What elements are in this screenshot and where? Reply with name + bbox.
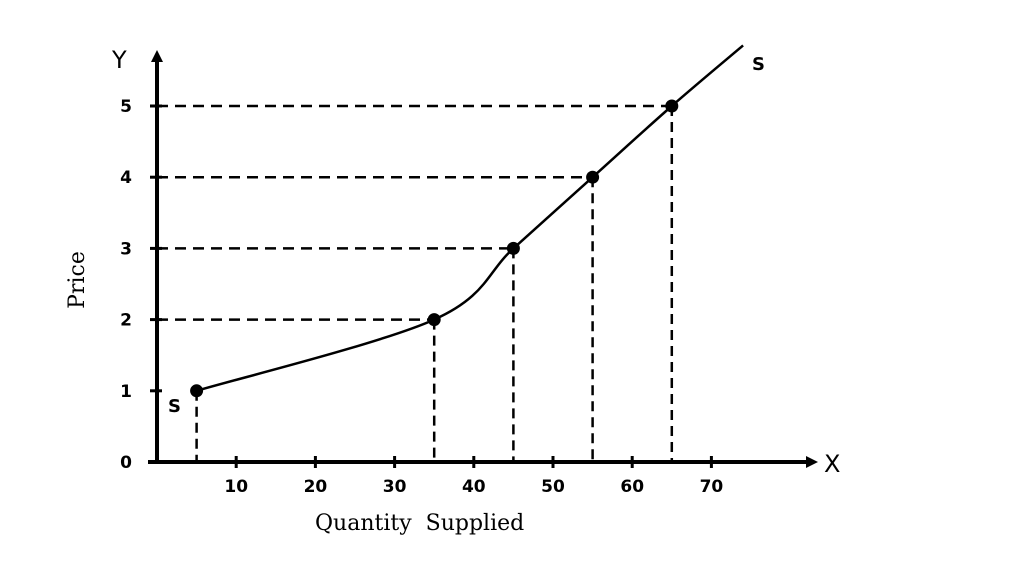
x-tick-label: 30 (383, 477, 407, 497)
data-point (427, 313, 441, 327)
y-axis-title: Price (65, 251, 90, 309)
x-axis-arrow-icon (806, 456, 818, 468)
curve-label-end: S (752, 54, 765, 75)
y-axis-arrow-icon (151, 50, 163, 62)
y-tick-label: 4 (120, 168, 132, 188)
x-tick-label: 20 (304, 477, 328, 497)
y-tick-label: 5 (120, 97, 132, 117)
supply-curve-group (190, 44, 744, 398)
curve-label-start: S (168, 396, 181, 417)
x-tick-label: 60 (620, 477, 644, 497)
x-axis-letter: X (824, 450, 840, 478)
y-axis-letter: Y (111, 46, 127, 74)
data-point (586, 170, 600, 184)
axis-ticks: 10 20 30 40 50 60 70 0 1 2 3 4 5 (120, 97, 723, 497)
data-point (190, 384, 204, 398)
data-point (665, 99, 679, 113)
y-tick-label: 1 (120, 382, 132, 402)
x-tick-label: 40 (462, 477, 486, 497)
x-axis-title: Quantity Supplied (315, 511, 524, 536)
data-point (506, 241, 520, 255)
x-tick-label: 10 (224, 477, 248, 497)
x-tick-label: 50 (541, 477, 565, 497)
y-tick-label: 3 (120, 239, 132, 259)
axes (148, 50, 818, 468)
y-tick-label: 0 (120, 453, 132, 473)
dashed-guide-lines (157, 104, 674, 462)
y-tick-label: 2 (120, 311, 132, 331)
supply-curve-line (196, 44, 744, 392)
x-tick-label: 70 (700, 477, 724, 497)
